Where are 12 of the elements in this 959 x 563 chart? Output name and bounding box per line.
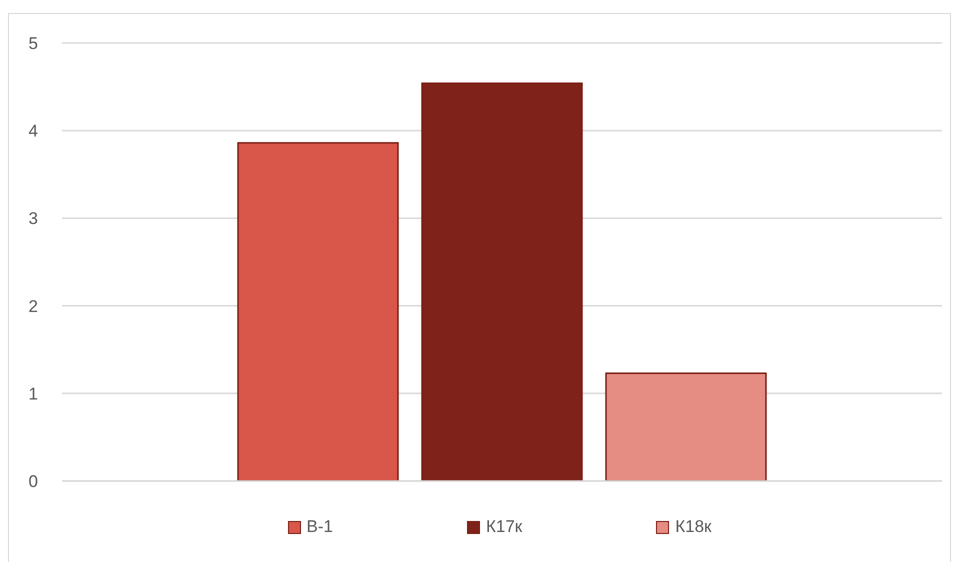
bar <box>421 82 583 481</box>
legend-label: К17к <box>486 517 522 537</box>
bar <box>605 372 767 481</box>
y-tick-label: 5 <box>28 34 38 54</box>
y-tick-label: 4 <box>28 122 38 141</box>
bar <box>237 142 399 481</box>
legend-label: В-1 <box>306 517 333 537</box>
y-tick-label: 3 <box>28 209 38 228</box>
legend-label: К18к <box>675 517 712 537</box>
y-tick-label: 1 <box>28 384 38 404</box>
y-tick-label: 0 <box>28 472 38 492</box>
y-tick-label: 2 <box>28 296 38 316</box>
